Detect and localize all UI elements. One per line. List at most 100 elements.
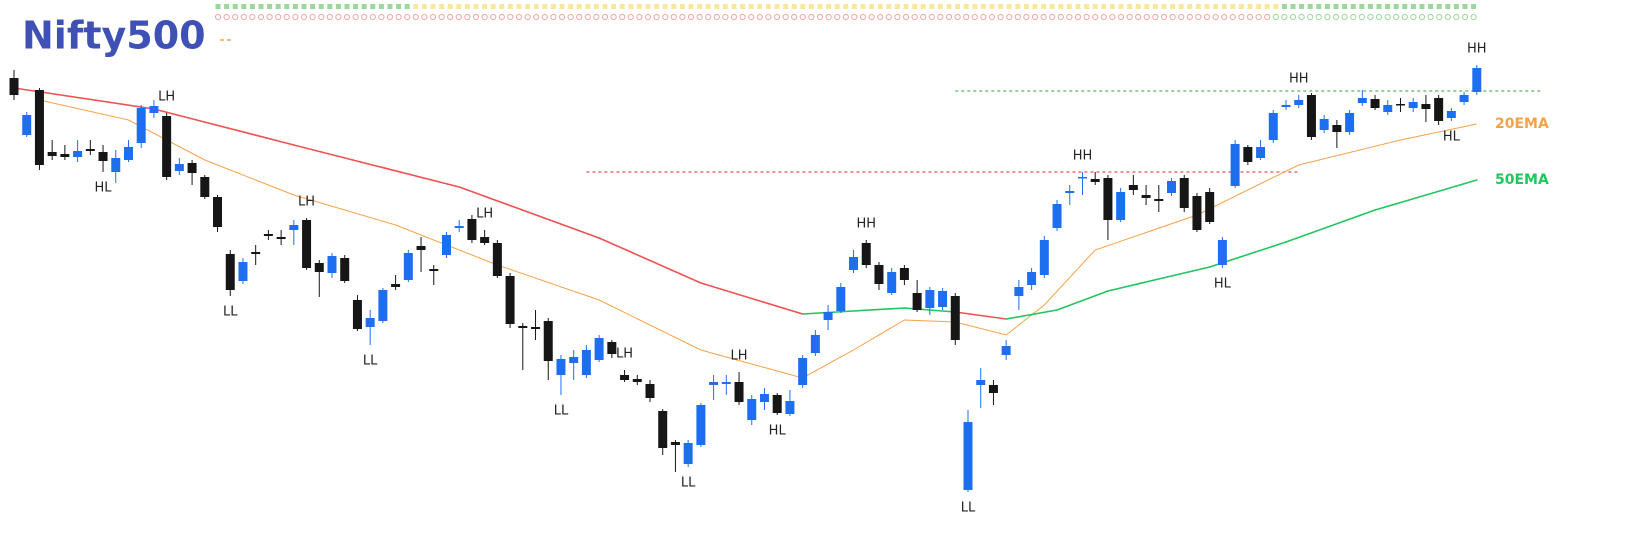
status-dot bbox=[1212, 13, 1219, 21]
status-dot bbox=[326, 13, 333, 21]
status-dot bbox=[722, 13, 729, 21]
candle-body bbox=[123, 147, 133, 160]
status-dot bbox=[412, 13, 419, 21]
candle-body bbox=[1065, 191, 1075, 193]
status-square bbox=[430, 4, 436, 9]
swing-label: HL bbox=[95, 181, 113, 196]
status-dot bbox=[679, 13, 686, 21]
candle-body bbox=[480, 237, 490, 243]
status-square bbox=[1402, 4, 1408, 9]
status-square bbox=[456, 4, 462, 9]
candle-body bbox=[1001, 346, 1011, 355]
status-square bbox=[310, 4, 316, 9]
status-square bbox=[1092, 4, 1098, 9]
status-square bbox=[1385, 4, 1391, 9]
status-dot bbox=[662, 13, 669, 21]
candle-body bbox=[1090, 179, 1100, 182]
candle-body bbox=[213, 197, 223, 227]
status-square bbox=[662, 4, 668, 9]
status-square bbox=[1307, 4, 1313, 9]
candle-body bbox=[747, 399, 757, 420]
candle-body bbox=[531, 327, 541, 329]
status-square bbox=[215, 4, 221, 9]
status-dot bbox=[584, 13, 591, 21]
status-square bbox=[671, 4, 677, 9]
status-dot bbox=[257, 13, 265, 21]
status-square bbox=[1015, 4, 1021, 9]
status-square bbox=[1041, 4, 1047, 9]
candle-body bbox=[251, 252, 261, 254]
status-dot bbox=[988, 13, 996, 21]
candle-body bbox=[1383, 105, 1393, 112]
status-square bbox=[869, 4, 875, 9]
ema-segment bbox=[153, 108, 295, 146]
swing-label: LL bbox=[961, 501, 976, 516]
status-dot bbox=[739, 13, 746, 21]
status-dot bbox=[687, 13, 695, 21]
candle-body bbox=[289, 225, 299, 230]
status-square bbox=[817, 4, 823, 9]
candle-body bbox=[200, 177, 210, 197]
candle-body bbox=[85, 149, 95, 151]
status-square bbox=[611, 4, 617, 9]
status-square bbox=[1058, 4, 1064, 9]
status-square bbox=[525, 4, 531, 9]
status-square bbox=[740, 4, 746, 9]
candle-body bbox=[149, 106, 159, 113]
status-dot bbox=[472, 13, 480, 21]
status-square bbox=[955, 4, 961, 9]
status-square bbox=[903, 4, 909, 9]
candle-body bbox=[1116, 192, 1126, 220]
status-square bbox=[989, 4, 995, 9]
candle-body bbox=[645, 384, 655, 398]
status-dot bbox=[223, 13, 230, 21]
candle-body bbox=[963, 422, 973, 490]
status-dot bbox=[1195, 13, 1202, 21]
status-square bbox=[1436, 4, 1442, 9]
status-dot bbox=[1203, 13, 1211, 21]
status-square bbox=[1135, 4, 1141, 9]
candle-body bbox=[174, 164, 184, 171]
status-dot bbox=[1014, 13, 1021, 21]
candle-body bbox=[1408, 102, 1418, 108]
status-dot bbox=[1461, 13, 1469, 21]
candle-body bbox=[467, 219, 477, 240]
swing-label: LH bbox=[298, 195, 315, 210]
status-dot bbox=[765, 13, 772, 21]
status-square bbox=[1324, 4, 1330, 9]
status-dot bbox=[515, 13, 523, 21]
status-square bbox=[894, 4, 900, 9]
status-dot bbox=[756, 13, 763, 21]
candle-body bbox=[1332, 125, 1342, 132]
status-dot bbox=[1470, 13, 1477, 21]
swing-label: LH bbox=[731, 349, 748, 364]
ema-segment bbox=[1107, 266, 1211, 292]
swing-label: LL bbox=[554, 404, 569, 419]
candle-body bbox=[785, 401, 795, 414]
candle-body bbox=[1014, 287, 1024, 296]
status-square bbox=[404, 4, 410, 9]
status-dot bbox=[300, 13, 308, 21]
status-square bbox=[516, 4, 522, 9]
status-square bbox=[1273, 4, 1279, 9]
candle-body bbox=[1052, 204, 1062, 228]
candle-body bbox=[492, 243, 502, 276]
status-dot bbox=[1453, 13, 1460, 21]
status-dot bbox=[730, 13, 738, 21]
status-dot bbox=[507, 13, 514, 21]
status-dot bbox=[954, 13, 961, 21]
candle-body bbox=[1179, 178, 1189, 208]
status-square bbox=[1006, 4, 1012, 9]
status-dot bbox=[799, 13, 806, 21]
status-dot bbox=[490, 13, 497, 21]
status-square bbox=[826, 4, 832, 9]
status-dot bbox=[911, 13, 918, 21]
status-square bbox=[507, 4, 513, 9]
candle-body bbox=[988, 385, 998, 393]
candle-body bbox=[340, 258, 350, 281]
status-square bbox=[258, 4, 264, 9]
status-square bbox=[851, 4, 857, 9]
status-square bbox=[1084, 4, 1090, 9]
status-square bbox=[576, 4, 582, 9]
status-square bbox=[353, 4, 359, 9]
